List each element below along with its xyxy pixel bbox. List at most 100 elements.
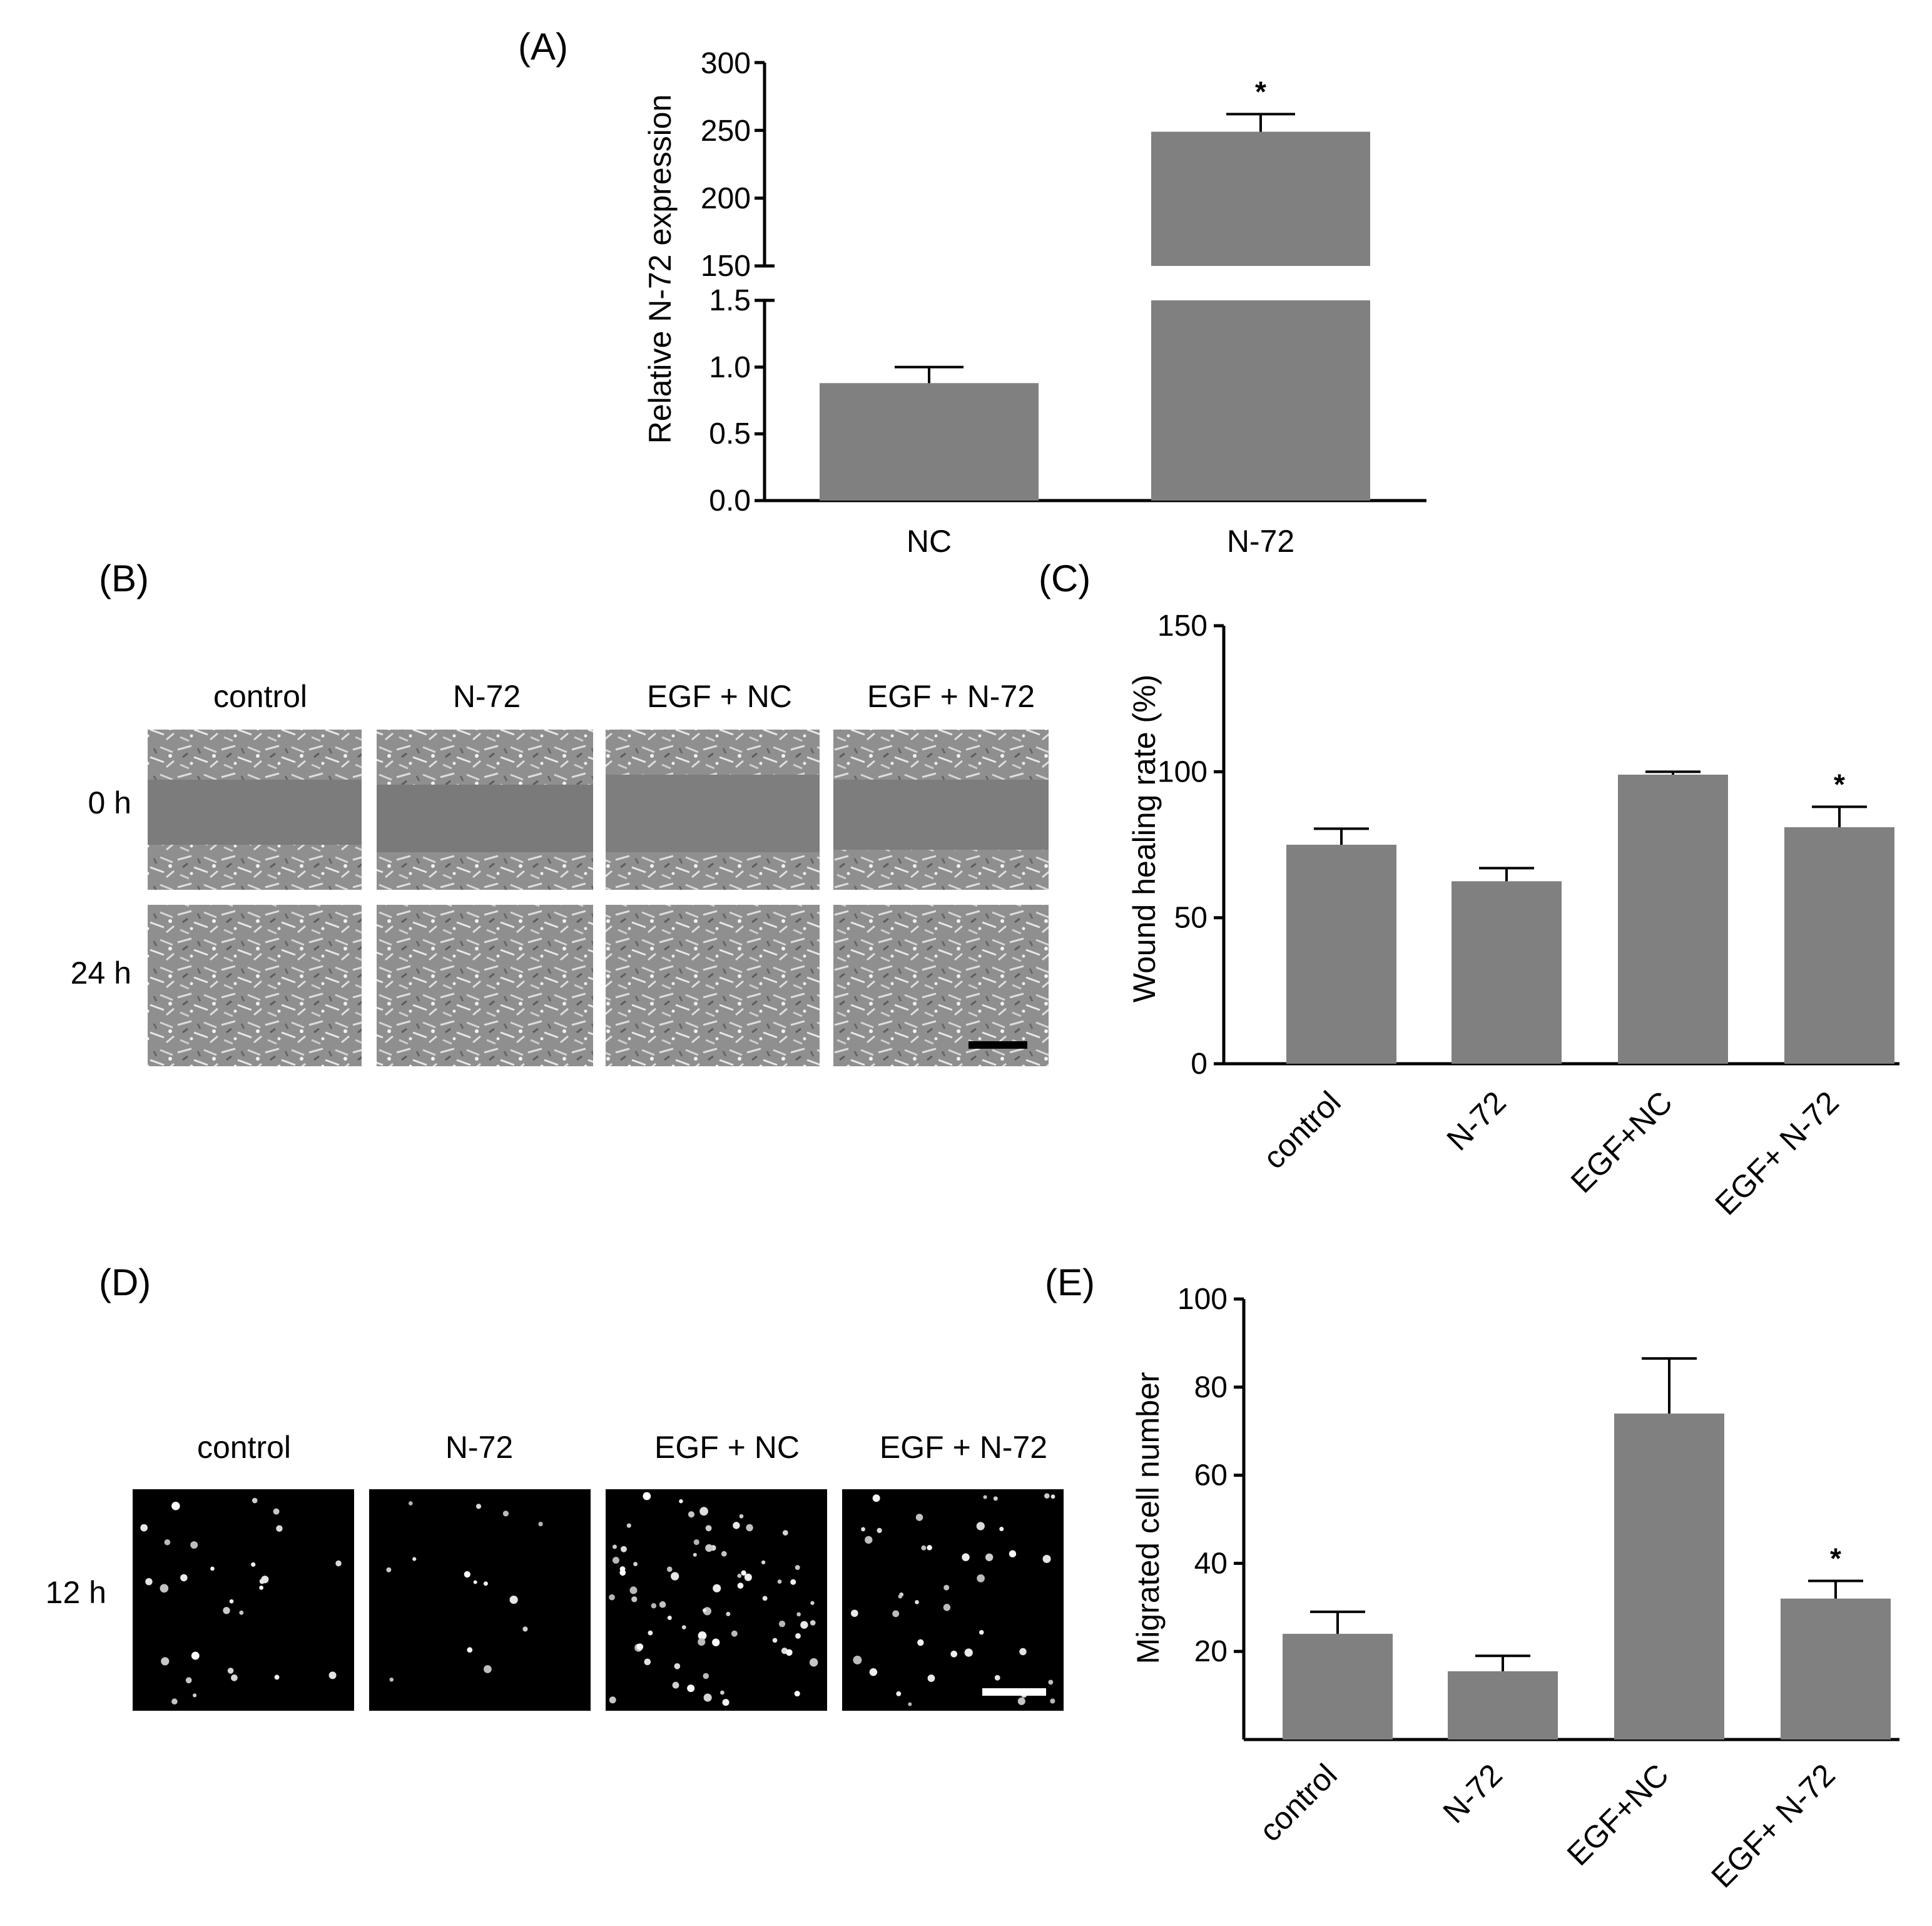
nucleus <box>721 1551 727 1557</box>
micrograph-b-0h-n72 <box>377 730 593 890</box>
nucleus <box>737 1573 742 1578</box>
nucleus <box>180 1574 188 1582</box>
chart-e-significance-marker: * <box>1830 1542 1841 1575</box>
chart-a-bar-lower <box>1151 300 1370 501</box>
nucleus <box>538 1521 543 1527</box>
chart-c-category-label: N-72 <box>1440 1084 1513 1157</box>
nucleus <box>620 1546 627 1552</box>
nucleus <box>892 1610 900 1618</box>
nucleus <box>810 1601 815 1605</box>
nucleus <box>629 1586 638 1594</box>
nucleus <box>674 1663 681 1669</box>
nucleus <box>328 1671 337 1679</box>
micrograph-d-control <box>133 1489 354 1711</box>
chart-e-tick-label: 100 <box>1177 1283 1228 1316</box>
scale-bar-d <box>982 1688 1046 1696</box>
nucleus <box>796 1612 801 1617</box>
nucleus <box>993 1496 998 1501</box>
nucleus <box>795 1633 801 1639</box>
nucleus <box>171 1501 180 1511</box>
nucleus <box>1017 1697 1025 1705</box>
nucleus <box>853 1656 862 1664</box>
nucleus <box>739 1514 744 1519</box>
nucleus <box>733 1522 740 1529</box>
nucleus <box>659 1601 666 1608</box>
nucleus <box>761 1560 766 1564</box>
nucleus <box>229 1599 234 1604</box>
nucleus <box>927 1545 932 1551</box>
nucleus <box>609 1696 616 1704</box>
chart-e-bar <box>1614 1414 1724 1740</box>
nucleus <box>703 1673 709 1679</box>
nucleus <box>964 1648 973 1657</box>
nucleus <box>850 1609 858 1618</box>
nucleus <box>483 1581 488 1586</box>
chart-a-bar <box>820 383 1039 501</box>
nucleus <box>467 1647 473 1653</box>
nucleus <box>386 1567 392 1572</box>
chart-a-y-axis-title: Relative N-72 expression <box>643 94 678 444</box>
nucleus <box>688 1511 695 1518</box>
chart-a-lower-tick-label: 1.5 <box>709 284 751 317</box>
nucleus <box>643 1492 651 1501</box>
nucleus <box>409 1501 413 1506</box>
chart-a-upper-tick-label: 200 <box>701 182 751 215</box>
micrograph-b-24h-control <box>148 905 362 1066</box>
micrograph-b-0h-egf-nc <box>606 730 820 890</box>
panel-b-column-label: N-72 <box>453 679 521 714</box>
nucleus <box>810 1620 816 1626</box>
nucleus <box>1019 1648 1027 1656</box>
chart-e-category-label: control <box>1253 1757 1344 1848</box>
nucleus <box>693 1552 697 1557</box>
nucleus <box>915 1600 919 1604</box>
nucleus <box>681 1625 686 1629</box>
nucleus <box>772 1638 778 1643</box>
nucleus <box>999 1526 1004 1532</box>
panel-b-micrographs: control N-72 EGF + NC EGF + N-72 0 h 24 … <box>71 679 1049 1066</box>
chart-a-lower-tick-label: 0.0 <box>709 484 751 517</box>
chart-c-category-label: EGF+NC <box>1564 1084 1679 1200</box>
nucleus <box>1050 1494 1055 1499</box>
nucleus <box>227 1668 234 1674</box>
micrograph-b-24h-n72 <box>377 905 593 1066</box>
nucleus <box>927 1674 935 1682</box>
chart-a-upper-tick-label: 300 <box>701 47 751 80</box>
nucleus <box>985 1553 994 1561</box>
nucleus <box>713 1584 721 1592</box>
nucleus <box>671 1572 679 1581</box>
nucleus <box>335 1560 342 1567</box>
nucleus <box>705 1544 713 1552</box>
nucleus <box>693 1539 699 1546</box>
chart-e-bar <box>1781 1598 1891 1740</box>
nucleus <box>778 1621 786 1628</box>
nucleus <box>502 1511 509 1517</box>
nucleus <box>786 1649 793 1656</box>
chart-e: Migrated cell number control N-72 EGF+NC… <box>1131 1283 1899 1895</box>
panel-b-row-label: 0 h <box>88 785 131 820</box>
nucleus <box>636 1643 644 1651</box>
panel-b-column-label: control <box>213 679 307 714</box>
nucleus <box>976 1522 985 1531</box>
stained-nuclei <box>140 1492 1055 1706</box>
micrograph-d-egf-n72 <box>842 1489 1064 1711</box>
panel-d-column-label: EGF + NC <box>654 1430 800 1465</box>
chart-c-category-label: control <box>1256 1084 1348 1176</box>
nucleus <box>412 1557 417 1561</box>
nucleus <box>994 1674 1000 1681</box>
nucleus <box>712 1638 720 1646</box>
chart-a-upper-tick-label: 150 <box>701 250 751 283</box>
nucleus <box>869 1668 878 1676</box>
chart-a: 150 200 250 300 0.0 0.5 1.0 1.5 Relative… <box>643 47 1426 559</box>
panel-d-column-label: N-72 <box>445 1430 513 1465</box>
chart-a-lower-tick-label: 0.5 <box>709 417 751 451</box>
nucleus <box>239 1610 244 1615</box>
nucleus <box>977 1574 985 1582</box>
nucleus <box>612 1557 619 1564</box>
nucleus <box>1042 1554 1051 1563</box>
nucleus <box>613 1544 617 1549</box>
chart-a-category-label: N-72 <box>1227 524 1294 559</box>
nucleus <box>522 1626 528 1632</box>
nucleus <box>1044 1493 1050 1499</box>
nucleus <box>737 1582 744 1589</box>
